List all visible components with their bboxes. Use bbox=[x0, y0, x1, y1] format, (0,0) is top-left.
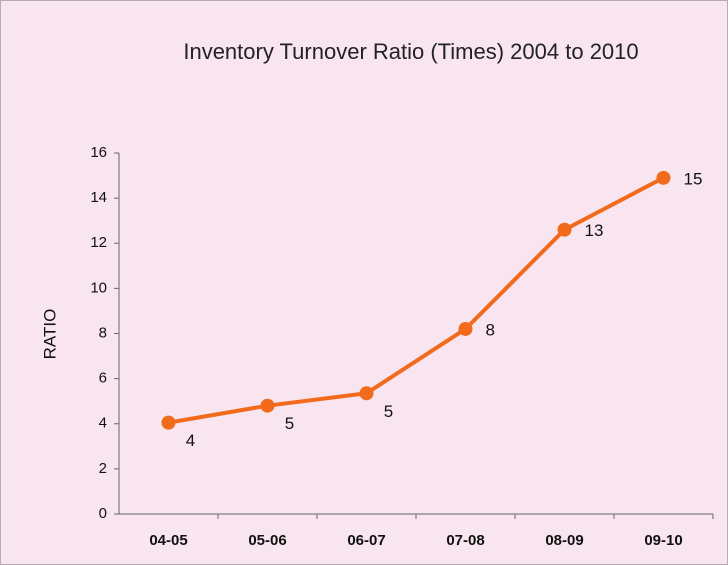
data-label: 13 bbox=[585, 221, 604, 240]
data-label: 5 bbox=[384, 402, 393, 421]
data-point bbox=[161, 415, 176, 430]
y-tick-label: 4 bbox=[99, 415, 107, 432]
chart-title: Inventory Turnover Ratio (Times) 2004 to… bbox=[183, 39, 639, 64]
data-label: 15 bbox=[684, 169, 703, 188]
x-tick-label: 07-08 bbox=[446, 532, 484, 549]
x-tick-label: 09-10 bbox=[644, 532, 682, 549]
y-tick-label: 6 bbox=[99, 370, 107, 387]
y-tick-label: 12 bbox=[90, 234, 107, 251]
x-tick-label: 05-06 bbox=[248, 532, 286, 549]
data-point bbox=[458, 321, 473, 336]
y-tick-label: 0 bbox=[99, 505, 107, 522]
data-point bbox=[260, 398, 275, 413]
y-axis-label: RATIO bbox=[40, 309, 59, 360]
data-point bbox=[656, 170, 671, 185]
y-tick-label: 2 bbox=[99, 460, 107, 477]
data-label: 5 bbox=[285, 414, 294, 433]
data-point bbox=[557, 222, 572, 237]
data-point bbox=[359, 386, 374, 401]
y-tick-label: 10 bbox=[90, 279, 107, 296]
x-tick-label: 04-05 bbox=[149, 532, 187, 549]
y-tick-label: 14 bbox=[90, 189, 107, 206]
series-line bbox=[168, 176, 665, 425]
y-tick-label: 8 bbox=[99, 324, 107, 341]
x-tick-label: 08-09 bbox=[545, 532, 583, 549]
x-tick-label: 06-07 bbox=[347, 532, 385, 549]
data-label: 4 bbox=[186, 431, 195, 450]
data-label: 8 bbox=[486, 320, 495, 339]
y-tick-label: 16 bbox=[90, 144, 107, 161]
